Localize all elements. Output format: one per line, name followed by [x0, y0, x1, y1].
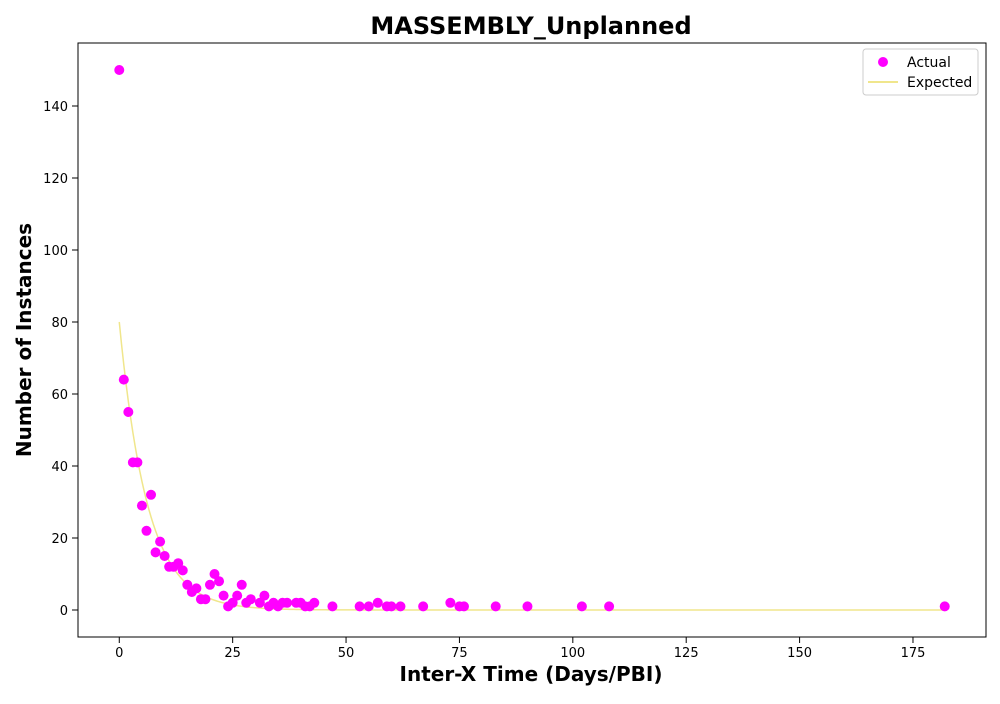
y-axis-label: Number of Instances: [12, 223, 36, 457]
actual-point: [173, 558, 184, 569]
expected-line: [118, 321, 945, 611]
actual-point: [386, 601, 397, 612]
actual-point: [209, 569, 220, 579]
actual-point: [259, 590, 270, 601]
y-tick-label: 0: [60, 604, 68, 619]
actual-point: [146, 489, 157, 500]
actual-point: [114, 65, 125, 75]
actual-point: [282, 597, 293, 608]
actual-point: [576, 601, 587, 612]
actual-point: [155, 536, 166, 547]
actual-point: [214, 576, 225, 587]
actual-point: [327, 601, 338, 612]
y-tick-label: 140: [43, 100, 68, 115]
actual-point: [458, 601, 469, 612]
actual-point: [490, 601, 501, 612]
actual-point: [309, 597, 320, 608]
x-axis-ticks: 0 25 50 75 100 125 150 175: [115, 637, 925, 661]
legend-actual-label: Actual: [907, 55, 951, 71]
y-axis-ticks: 0 20 40 60 80 100 120 140: [43, 100, 78, 619]
actual-point: [150, 547, 161, 558]
actual-point: [418, 601, 429, 612]
legend-expected-label: Expected: [907, 75, 972, 91]
actual-point: [395, 601, 406, 612]
actual-point: [445, 597, 456, 608]
legend-actual-marker: [878, 57, 888, 67]
x-tick-label: 50: [338, 646, 355, 661]
actual-point: [227, 597, 238, 608]
x-axis-label: Inter-X Time (Days/PBI): [400, 662, 663, 686]
actual-point: [132, 457, 143, 468]
y-tick-label: 80: [51, 316, 68, 331]
chart-title: MASSEMBLY_Unplanned: [370, 12, 691, 40]
actual-point: [118, 374, 129, 385]
actual-point: [218, 590, 229, 601]
actual-point: [182, 579, 193, 590]
actual-point: [363, 601, 374, 612]
actual-point: [604, 601, 615, 612]
plot-frame: [77, 42, 987, 638]
actual-point: [232, 590, 243, 601]
x-tick-label: 150: [787, 646, 812, 661]
x-tick-label: 100: [560, 646, 585, 661]
actual-point: [136, 500, 147, 511]
actual-series: [114, 65, 950, 612]
x-tick-label: 75: [451, 646, 468, 661]
legend-box: [862, 48, 979, 96]
actual-point: [141, 525, 152, 536]
actual-point: [354, 601, 365, 612]
actual-point: [123, 407, 134, 417]
y-tick-label: 40: [51, 460, 68, 475]
actual-point: [200, 594, 211, 605]
actual-point: [177, 565, 188, 576]
actual-point: [236, 579, 247, 590]
actual-point: [939, 601, 950, 612]
actual-point: [204, 579, 215, 590]
y-tick-label: 60: [51, 388, 68, 403]
actual-point: [245, 594, 256, 605]
x-tick-label: 25: [224, 646, 241, 661]
y-tick-label: 120: [43, 172, 68, 187]
legend: Actual Expected: [862, 48, 979, 96]
actual-point: [522, 601, 533, 612]
x-tick-label: 125: [674, 646, 699, 661]
x-tick-label: 0: [115, 646, 123, 661]
y-tick-label: 100: [43, 244, 68, 259]
actual-point: [372, 597, 383, 608]
actual-point: [254, 597, 265, 608]
x-tick-label: 175: [901, 646, 926, 661]
y-tick-label: 20: [51, 532, 68, 547]
expected-series: [118, 321, 945, 611]
actual-point: [191, 583, 202, 594]
actual-point: [159, 551, 170, 561]
